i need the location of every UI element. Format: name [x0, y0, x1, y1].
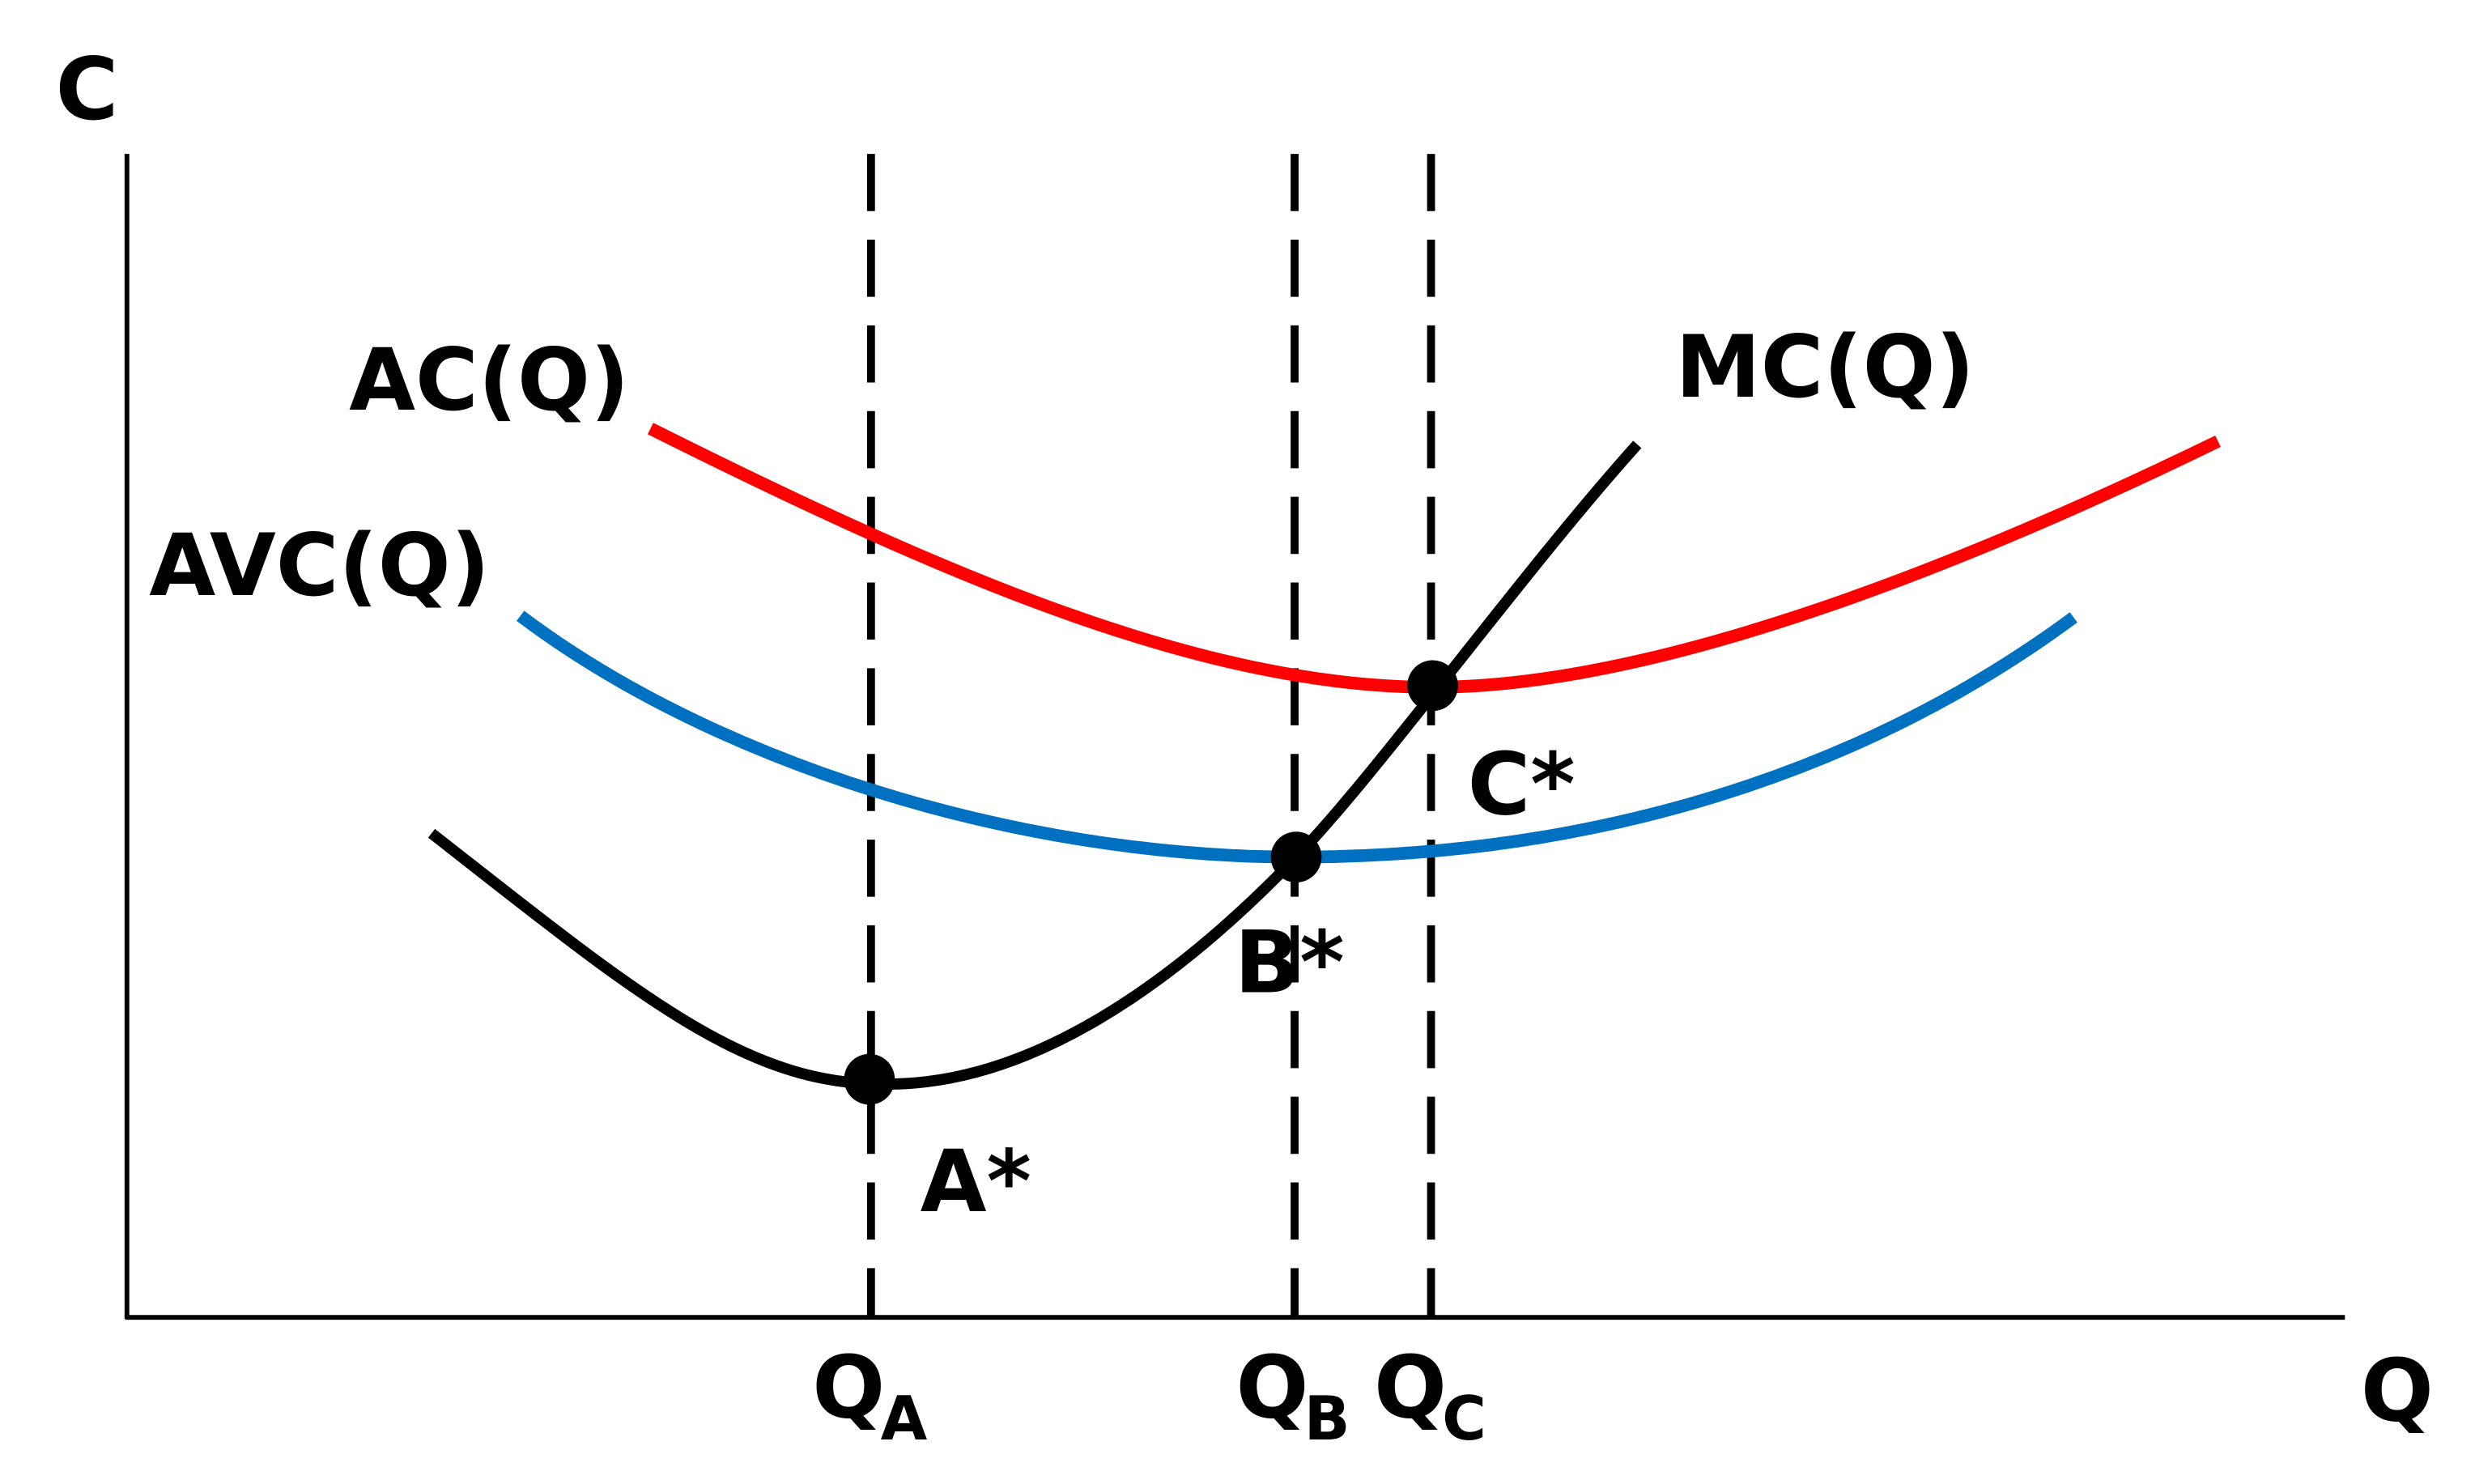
x-axis-label: Q	[2361, 1342, 2434, 1441]
point-marker	[1407, 660, 1458, 712]
curve-label: AVC(Q)	[149, 516, 490, 615]
quantity-label: Q	[1374, 1338, 1447, 1438]
quantity-subscript: C	[1442, 1384, 1486, 1454]
curve-label: MC(Q)	[1675, 317, 1975, 417]
point-label: A*	[921, 1132, 1031, 1231]
y-axis-label: C	[56, 40, 119, 139]
point-label: C*	[1468, 735, 1576, 835]
point-marker	[844, 1053, 895, 1105]
point-label: B*	[1235, 912, 1345, 1012]
quantity-subscript: B	[1304, 1384, 1350, 1454]
quantity-label: Q	[1236, 1338, 1309, 1438]
avc-curve	[517, 610, 2077, 864]
quantity-label: Q	[812, 1338, 885, 1438]
point-marker	[1270, 831, 1322, 882]
mc-curve	[427, 440, 1642, 1090]
quantity-subscript: A	[881, 1384, 928, 1454]
curve-label: AC(Q)	[349, 330, 629, 430]
